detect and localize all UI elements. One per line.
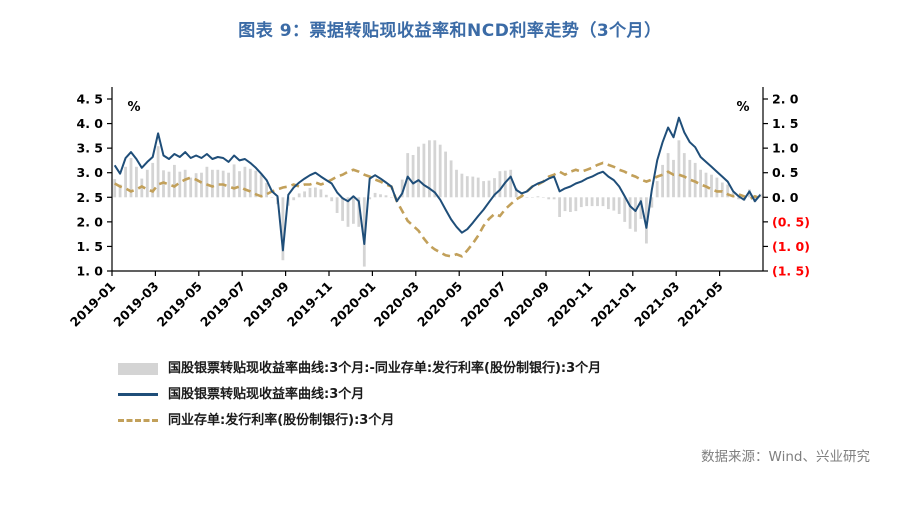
right-axis-tick-label: (1. 0) <box>772 239 810 254</box>
right-axis-unit: % <box>736 100 749 115</box>
bill-line-swatch <box>118 393 158 396</box>
left-axis-tick-label: 4. 0 <box>77 116 104 131</box>
chart-title: 图表 9：票据转贴现收益率和NCD利率走势（3个月） <box>238 21 662 41</box>
right-axis-tick-label: 1. 5 <box>772 116 799 131</box>
x-axis-tick-label: 2020-07 <box>458 279 509 330</box>
left-axis-tick-label: 1. 5 <box>77 239 104 254</box>
left-axis-tick-label: 1. 0 <box>77 264 104 279</box>
legend-label-spread: 国股银票转贴现收益率曲线:3个月:-同业存单:发行利率(股份制银行):3个月 <box>168 361 602 376</box>
x-axis-tick-label: 2019-05 <box>154 279 205 330</box>
x-axis-tick-label: 2019-01 <box>67 279 118 330</box>
right-axis-tick-label: (0. 5) <box>772 214 810 229</box>
right-axis-tick-label: 0. 5 <box>772 165 799 180</box>
data-source: 数据来源：Wind、兴业研究 <box>701 449 870 465</box>
x-axis-tick-label: 2019-07 <box>197 279 248 330</box>
x-axis-tick-label: 2021-03 <box>631 279 682 330</box>
chart-legend: 国股银票转贴现收益率曲线:3个月:-同业存单:发行利率(股份制银行):3个月 国… <box>118 360 900 429</box>
ncd-rate-line <box>114 161 761 258</box>
x-axis-tick-label: 2020-01 <box>327 279 378 330</box>
chart-canvas: 4. 5 4. 0 3. 5 3. 0 2. 5 2. 0 1. 5 1. 0 2. 0 1. 5… <box>67 87 810 330</box>
ncd-line-swatch <box>118 419 158 422</box>
legend-item-ncd-rate: 同业存单:发行利率(股份制银行):3个月 <box>118 412 900 429</box>
x-axis-tick-label: 2020-05 <box>414 279 465 330</box>
bill-yield-line <box>113 116 762 252</box>
right-axis-tick-label: 1. 0 <box>772 141 799 156</box>
legend-item-bill-yield: 国股银票转贴现收益率曲线:3个月 <box>118 386 900 403</box>
right-axis-tick-label: 0. 0 <box>772 190 799 205</box>
left-axis-tick-label: 2. 0 <box>77 214 104 229</box>
x-axis-tick-label: 2020-09 <box>501 279 552 330</box>
legend-label-ncd-rate: 同业存单:发行利率(股份制银行):3个月 <box>168 413 395 428</box>
left-axis-tick-label: 3. 5 <box>77 141 104 156</box>
spread-bars <box>113 140 762 267</box>
x-axis-tick-label: 2019-09 <box>241 279 292 330</box>
legend-item-spread: 国股银票转贴现收益率曲线:3个月:-同业存单:发行利率(股份制银行):3个月 <box>118 360 900 377</box>
right-axis-tick-label: 2. 0 <box>772 92 799 107</box>
spread-bar-swatch <box>118 362 158 375</box>
x-axis-tick-label: 2019-11 <box>284 279 335 330</box>
x-axis-tick-label: 2021-05 <box>675 279 726 330</box>
x-axis-tick-label: 2021-01 <box>588 279 639 330</box>
x-axis-tick-label: 2019-03 <box>110 279 161 330</box>
right-axis-tick-label: (1. 5) <box>772 264 810 279</box>
left-axis-tick-label: 3. 0 <box>77 165 104 180</box>
legend-label-bill-yield: 国股银票转贴现收益率曲线:3个月 <box>168 387 365 402</box>
x-axis-tick-label: 2020-11 <box>544 279 595 330</box>
x-axis-tick-label: 2020-03 <box>371 279 422 330</box>
left-axis-tick-label: 2. 5 <box>77 190 104 205</box>
left-axis-tick-label: 4. 5 <box>77 92 104 107</box>
left-axis-unit: % <box>127 100 140 115</box>
